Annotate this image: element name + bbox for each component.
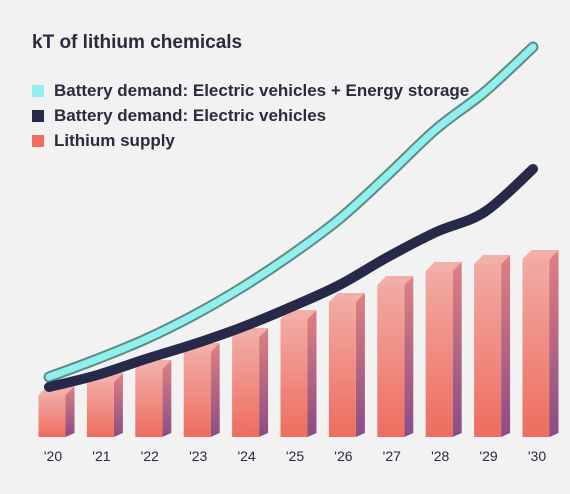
supply-bar-side bbox=[549, 250, 559, 437]
supply-bar-front bbox=[135, 369, 163, 437]
legend-label-ev: Battery demand: Electric vehicles bbox=[54, 105, 327, 125]
supply-bar-top bbox=[522, 250, 559, 259]
supply-bar-front bbox=[377, 285, 405, 437]
x-tick-label: '21 bbox=[92, 448, 110, 464]
legend-item-ev: Battery demand: Electric vehicles bbox=[32, 103, 469, 128]
supply-bar-side bbox=[259, 328, 269, 437]
supply-bar bbox=[183, 343, 220, 437]
supply-bar-front bbox=[280, 319, 308, 437]
supply-bar-front bbox=[522, 259, 550, 437]
supply-bar-side bbox=[501, 255, 511, 437]
chart-title: kT of lithium chemicals bbox=[32, 32, 243, 53]
x-tick-label: '25 bbox=[286, 448, 304, 464]
supply-bar bbox=[232, 328, 269, 437]
x-tick-label: '27 bbox=[383, 448, 401, 464]
legend-swatch-ev bbox=[32, 109, 44, 122]
supply-bar-side bbox=[404, 276, 414, 437]
supply-bar-top bbox=[474, 255, 511, 264]
x-tick-label: '20 bbox=[44, 448, 62, 464]
ev-es-line bbox=[45, 43, 537, 381]
supply-bar-front bbox=[183, 352, 211, 437]
legend-swatch-ev-es bbox=[32, 84, 44, 97]
supply-bar-top bbox=[425, 262, 462, 271]
supply-bar bbox=[280, 310, 317, 437]
supply-bar bbox=[522, 250, 559, 437]
legend-label-ev-es: Battery demand: Electric vehicles + Ener… bbox=[54, 80, 470, 100]
x-tick-label: '29 bbox=[479, 448, 497, 464]
supply-bar bbox=[377, 276, 414, 437]
legend-item-supply: Lithium supply bbox=[32, 128, 469, 153]
x-tick-label: '24 bbox=[237, 448, 255, 464]
supply-bar bbox=[86, 373, 123, 437]
chart-legend: Battery demand: Electric vehicles + Ener… bbox=[32, 78, 469, 153]
x-tick-label: '23 bbox=[189, 448, 207, 464]
supply-bar-top bbox=[328, 293, 365, 302]
supply-bar bbox=[425, 262, 462, 437]
legend-label-supply: Lithium supply bbox=[54, 130, 175, 150]
supply-bar-front bbox=[232, 337, 260, 437]
supply-bar-side bbox=[452, 262, 462, 437]
x-tick-label: '22 bbox=[141, 448, 159, 464]
supply-bar bbox=[38, 386, 75, 437]
supply-bar-front bbox=[425, 271, 453, 437]
supply-bar-top bbox=[377, 276, 414, 285]
supply-bar bbox=[474, 255, 511, 437]
ev-line bbox=[44, 164, 538, 392]
supply-bar-side bbox=[355, 293, 365, 437]
supply-bar-side bbox=[307, 310, 317, 437]
legend-item-ev-es: Battery demand: Electric vehicles + Ener… bbox=[32, 78, 469, 103]
supply-bar-side bbox=[210, 343, 220, 437]
supply-bar bbox=[328, 293, 365, 437]
supply-bar-front bbox=[38, 395, 66, 437]
x-tick-label: '30 bbox=[528, 448, 546, 464]
supply-bar-front bbox=[474, 264, 502, 437]
supply-bar-side bbox=[113, 373, 123, 437]
supply-bar-front bbox=[86, 382, 114, 437]
supply-bar-front bbox=[328, 302, 356, 437]
supply-bar-side bbox=[65, 386, 75, 437]
x-tick-label: '26 bbox=[334, 448, 352, 464]
supply-bar-side bbox=[162, 360, 172, 437]
x-tick-label: '28 bbox=[431, 448, 449, 464]
legend-swatch-supply bbox=[32, 134, 44, 147]
supply-bar bbox=[135, 360, 172, 437]
